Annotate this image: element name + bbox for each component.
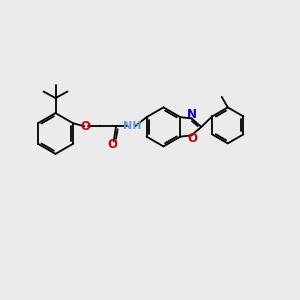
Text: O: O: [187, 133, 197, 146]
Text: O: O: [80, 120, 91, 133]
Text: O: O: [107, 138, 118, 151]
Text: NH: NH: [123, 121, 142, 131]
Text: N: N: [187, 108, 196, 121]
